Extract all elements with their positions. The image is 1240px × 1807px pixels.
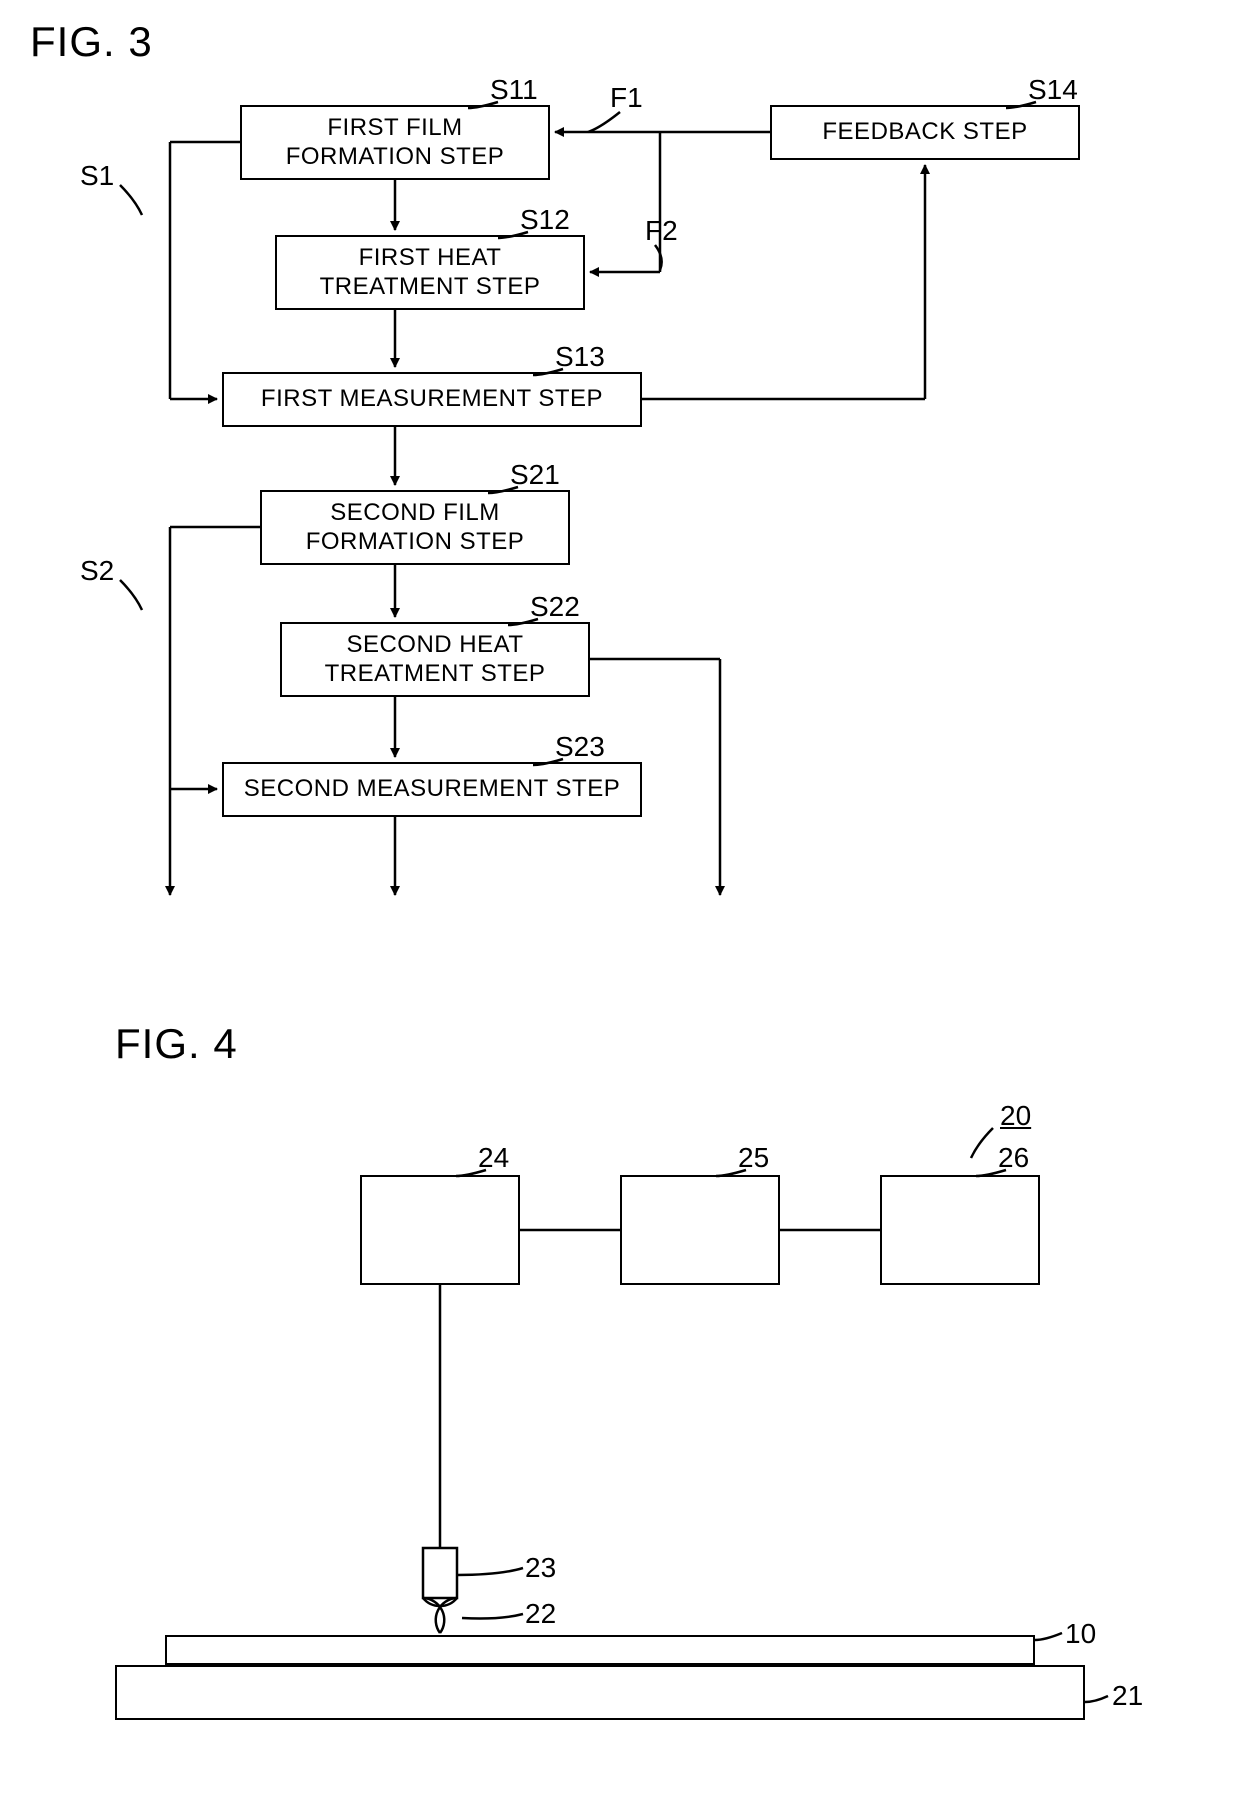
label-s2: S2 bbox=[80, 555, 114, 587]
slab-21 bbox=[115, 1665, 1085, 1720]
label-10: 10 bbox=[1065, 1618, 1096, 1650]
label-s12: S12 bbox=[520, 204, 570, 236]
label-20: 20 bbox=[1000, 1100, 1031, 1132]
box-s21: SECOND FILM FORMATION STEP bbox=[260, 490, 570, 565]
box-24 bbox=[360, 1175, 520, 1285]
box-s14: FEEDBACK STEP bbox=[770, 105, 1080, 160]
label-22: 22 bbox=[525, 1598, 556, 1630]
label-s22: S22 bbox=[530, 591, 580, 623]
fig4-title: FIG. 4 bbox=[115, 1020, 238, 1068]
label-s1: S1 bbox=[80, 160, 114, 192]
slab-10 bbox=[165, 1635, 1035, 1665]
label-24: 24 bbox=[478, 1142, 509, 1174]
box-26 bbox=[880, 1175, 1040, 1285]
label-f2: F2 bbox=[645, 215, 678, 247]
fig4-connectors bbox=[0, 0, 1240, 1807]
box-25 bbox=[620, 1175, 780, 1285]
box-s23: SECOND MEASUREMENT STEP bbox=[222, 762, 642, 817]
label-25: 25 bbox=[738, 1142, 769, 1174]
fig3-title: FIG. 3 bbox=[30, 18, 153, 66]
label-26: 26 bbox=[998, 1142, 1029, 1174]
label-f1: F1 bbox=[610, 82, 643, 114]
box-s13: FIRST MEASUREMENT STEP bbox=[222, 372, 642, 427]
label-s21: S21 bbox=[510, 459, 560, 491]
page: FIG. 3 FIRST FILM FORMATION STEP S11 FEE… bbox=[0, 0, 1240, 1807]
box-s12: FIRST HEAT TREATMENT STEP bbox=[275, 235, 585, 310]
label-23: 23 bbox=[525, 1552, 556, 1584]
label-s14: S14 bbox=[1028, 74, 1078, 106]
label-s11: S11 bbox=[490, 74, 538, 106]
label-s23: S23 bbox=[555, 731, 605, 763]
label-s13: S13 bbox=[555, 341, 605, 373]
label-21: 21 bbox=[1112, 1680, 1143, 1712]
box-s11: FIRST FILM FORMATION STEP bbox=[240, 105, 550, 180]
box-s22: SECOND HEAT TREATMENT STEP bbox=[280, 622, 590, 697]
